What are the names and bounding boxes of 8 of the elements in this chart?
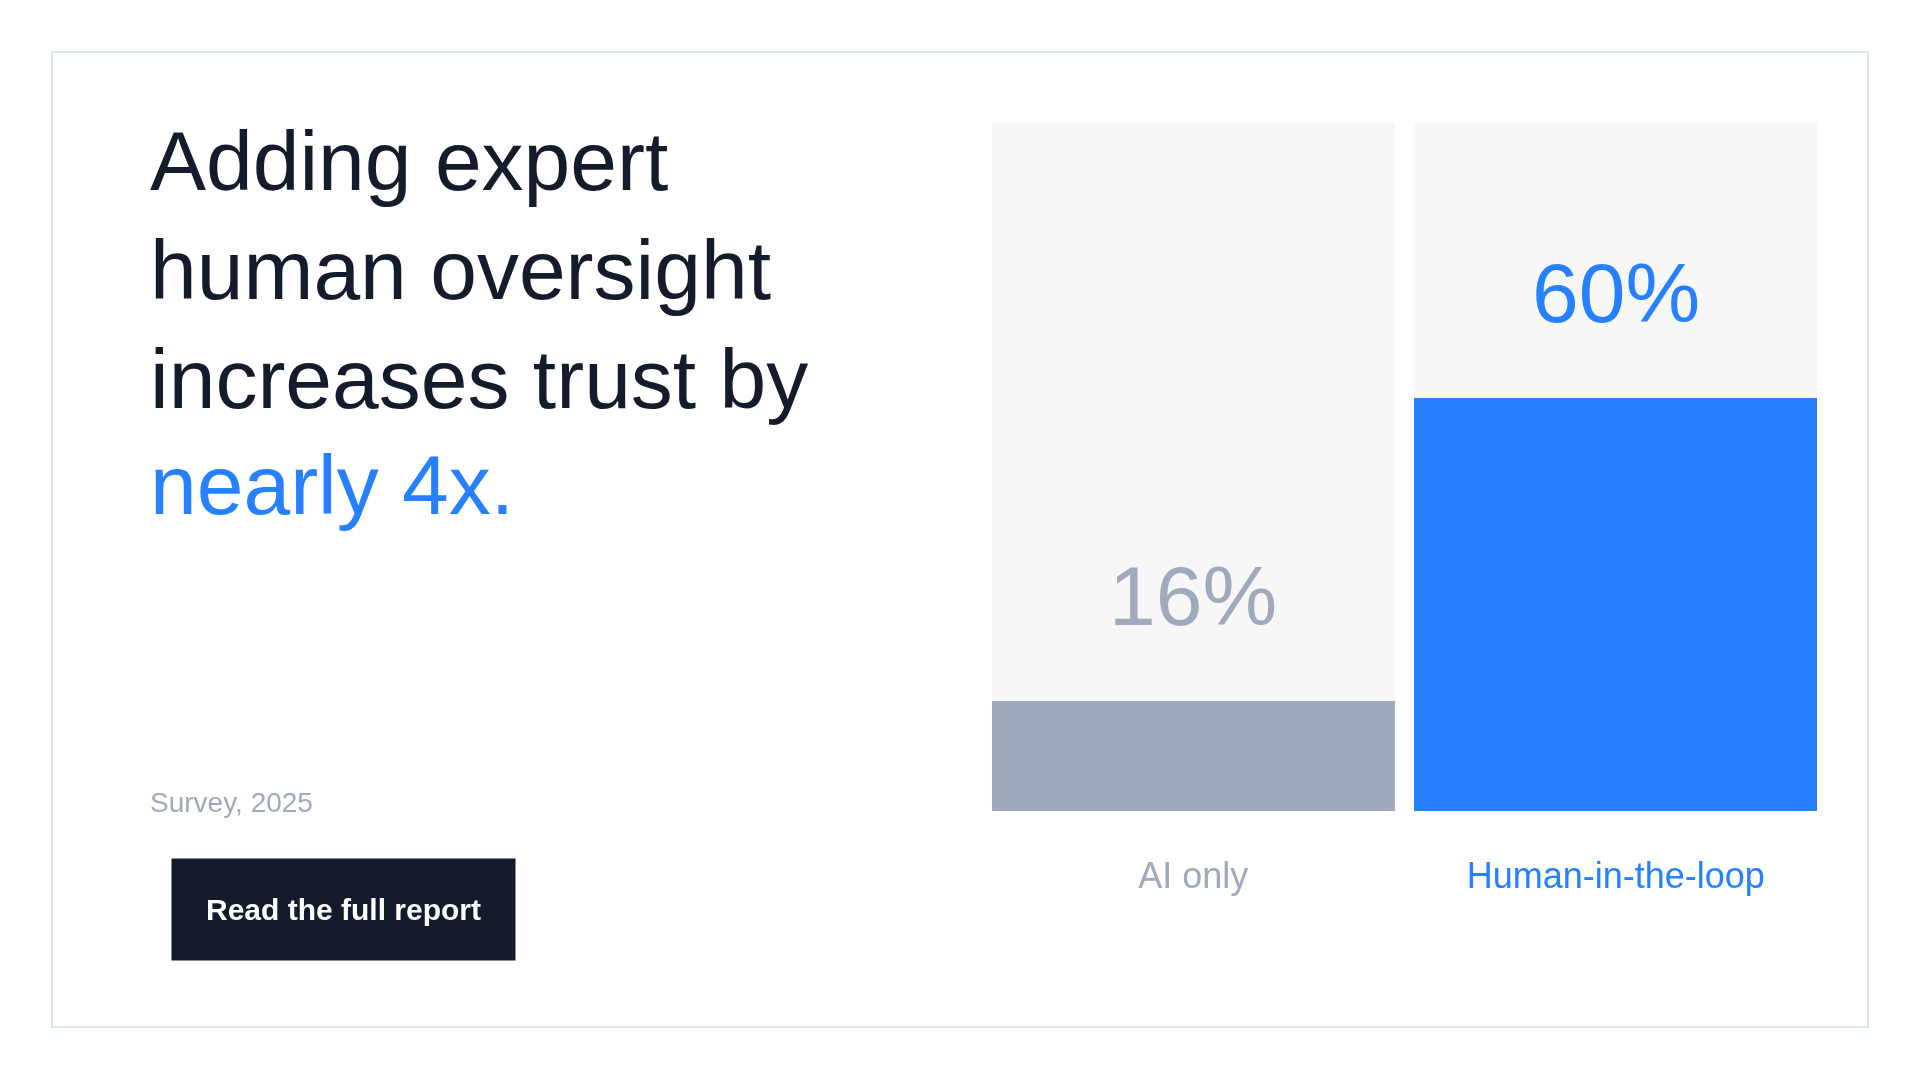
data-label: 16% <box>1109 549 1278 643</box>
text: Survey, 2025 <box>150 787 313 818</box>
text: Adding expert human oversight increases trust by <box>150 114 809 427</box>
x-tick-label: AI only <box>1138 855 1249 896</box>
data-label: 60% <box>1532 246 1701 340</box>
x-tick-label: Human-in-the-loop <box>1466 855 1765 896</box>
text: Read the full report <box>206 893 482 926</box>
text: nearly 4x. <box>150 438 515 532</box>
